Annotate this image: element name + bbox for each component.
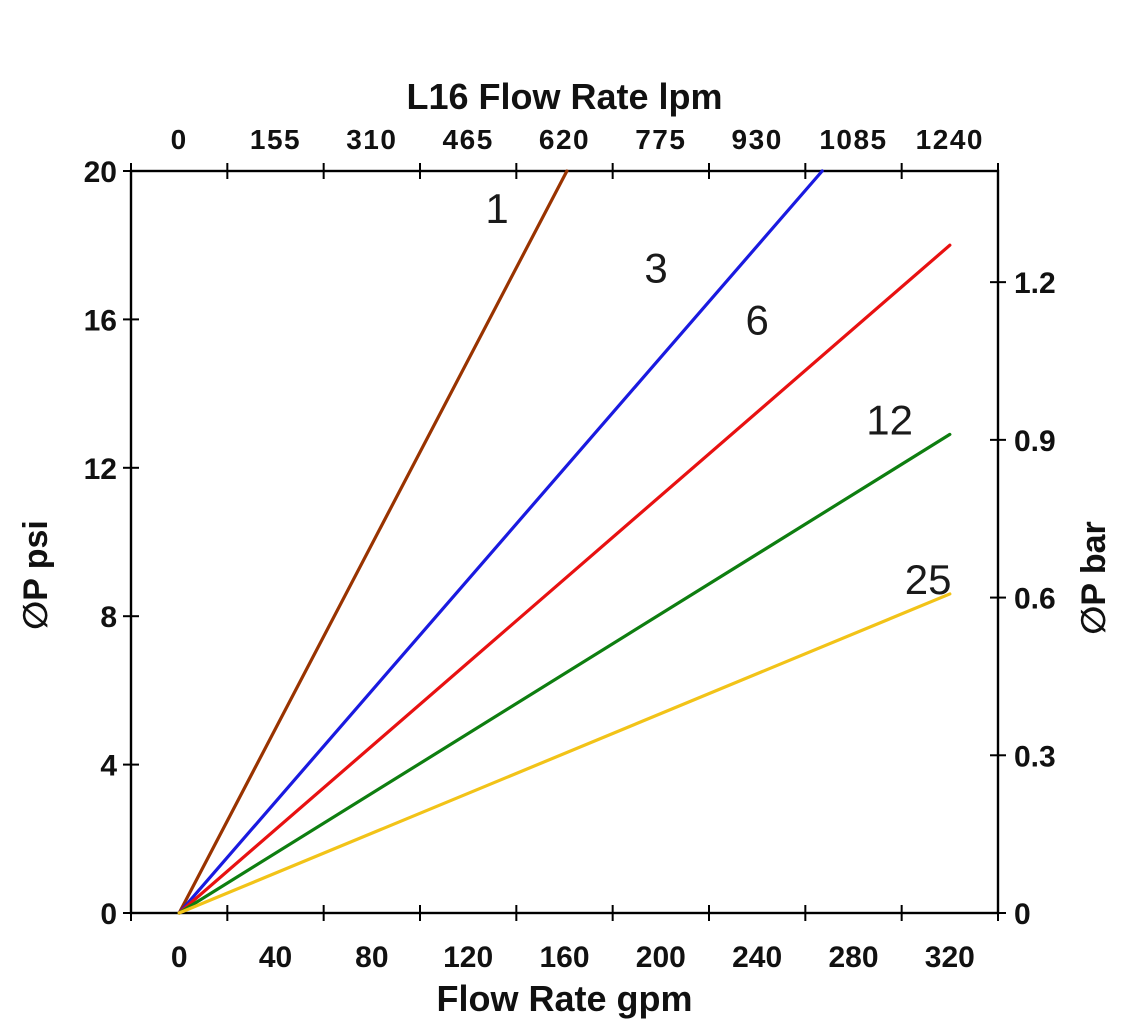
bottom-tick-label: 160 — [539, 941, 589, 974]
series-line-12-micron — [177, 432, 952, 915]
series-label-3-micron: 3 — [644, 244, 667, 291]
bottom-tick-label: 280 — [828, 941, 878, 974]
top-tick-label: 1085 — [819, 124, 887, 155]
bottom-tick-label: 240 — [732, 941, 782, 974]
left-tick-label: 0 — [100, 898, 117, 931]
bottom-tick-label: 200 — [636, 941, 686, 974]
top-tick-label: 155 — [250, 124, 301, 155]
right-tick-label: 0.6 — [1014, 583, 1056, 616]
top-tick-label: 1240 — [916, 124, 984, 155]
series-label-25-micron: 25 — [905, 556, 952, 603]
right-tick-label: 0.3 — [1014, 740, 1056, 773]
series-label-6-micron: 6 — [745, 296, 768, 343]
top-tick-label: 0 — [171, 124, 188, 155]
series-line-1-micron — [177, 169, 569, 915]
left-tick-label: 8 — [100, 601, 117, 634]
top-tick-label: 465 — [443, 124, 494, 155]
left-tick-label: 12 — [84, 453, 117, 486]
right-tick-label: 0 — [1014, 898, 1031, 931]
left-tick-label: 16 — [84, 304, 117, 337]
top-tick-label: 775 — [635, 124, 686, 155]
top-tick-label: 310 — [346, 124, 397, 155]
series-label-1-micron: 1 — [485, 185, 508, 232]
bottom-tick-label: 120 — [443, 941, 493, 974]
bottom-tick-label: 40 — [259, 941, 292, 974]
bottom-tick-label: 80 — [355, 941, 388, 974]
left-tick-label: 4 — [100, 750, 117, 783]
bottom-tick-label: 320 — [925, 941, 975, 974]
top-tick-label: 930 — [732, 124, 783, 155]
right-tick-label: 1.2 — [1014, 267, 1056, 300]
left-tick-label: 20 — [84, 156, 117, 189]
bottom-tick-label: 0 — [171, 941, 188, 974]
top-axis-title: L16 Flow Rate lpm — [406, 76, 723, 117]
series-label-12-micron: 12 — [866, 397, 913, 444]
plot-frame — [129, 169, 1000, 915]
series-line-25-micron — [177, 592, 952, 915]
right-tick-label: 0.9 — [1014, 425, 1056, 458]
series-line-6-micron — [177, 243, 952, 915]
series-line-3-micron — [177, 169, 824, 915]
top-tick-label: 620 — [539, 124, 590, 155]
bottom-axis-title: Flow Rate gpm — [436, 978, 693, 1019]
